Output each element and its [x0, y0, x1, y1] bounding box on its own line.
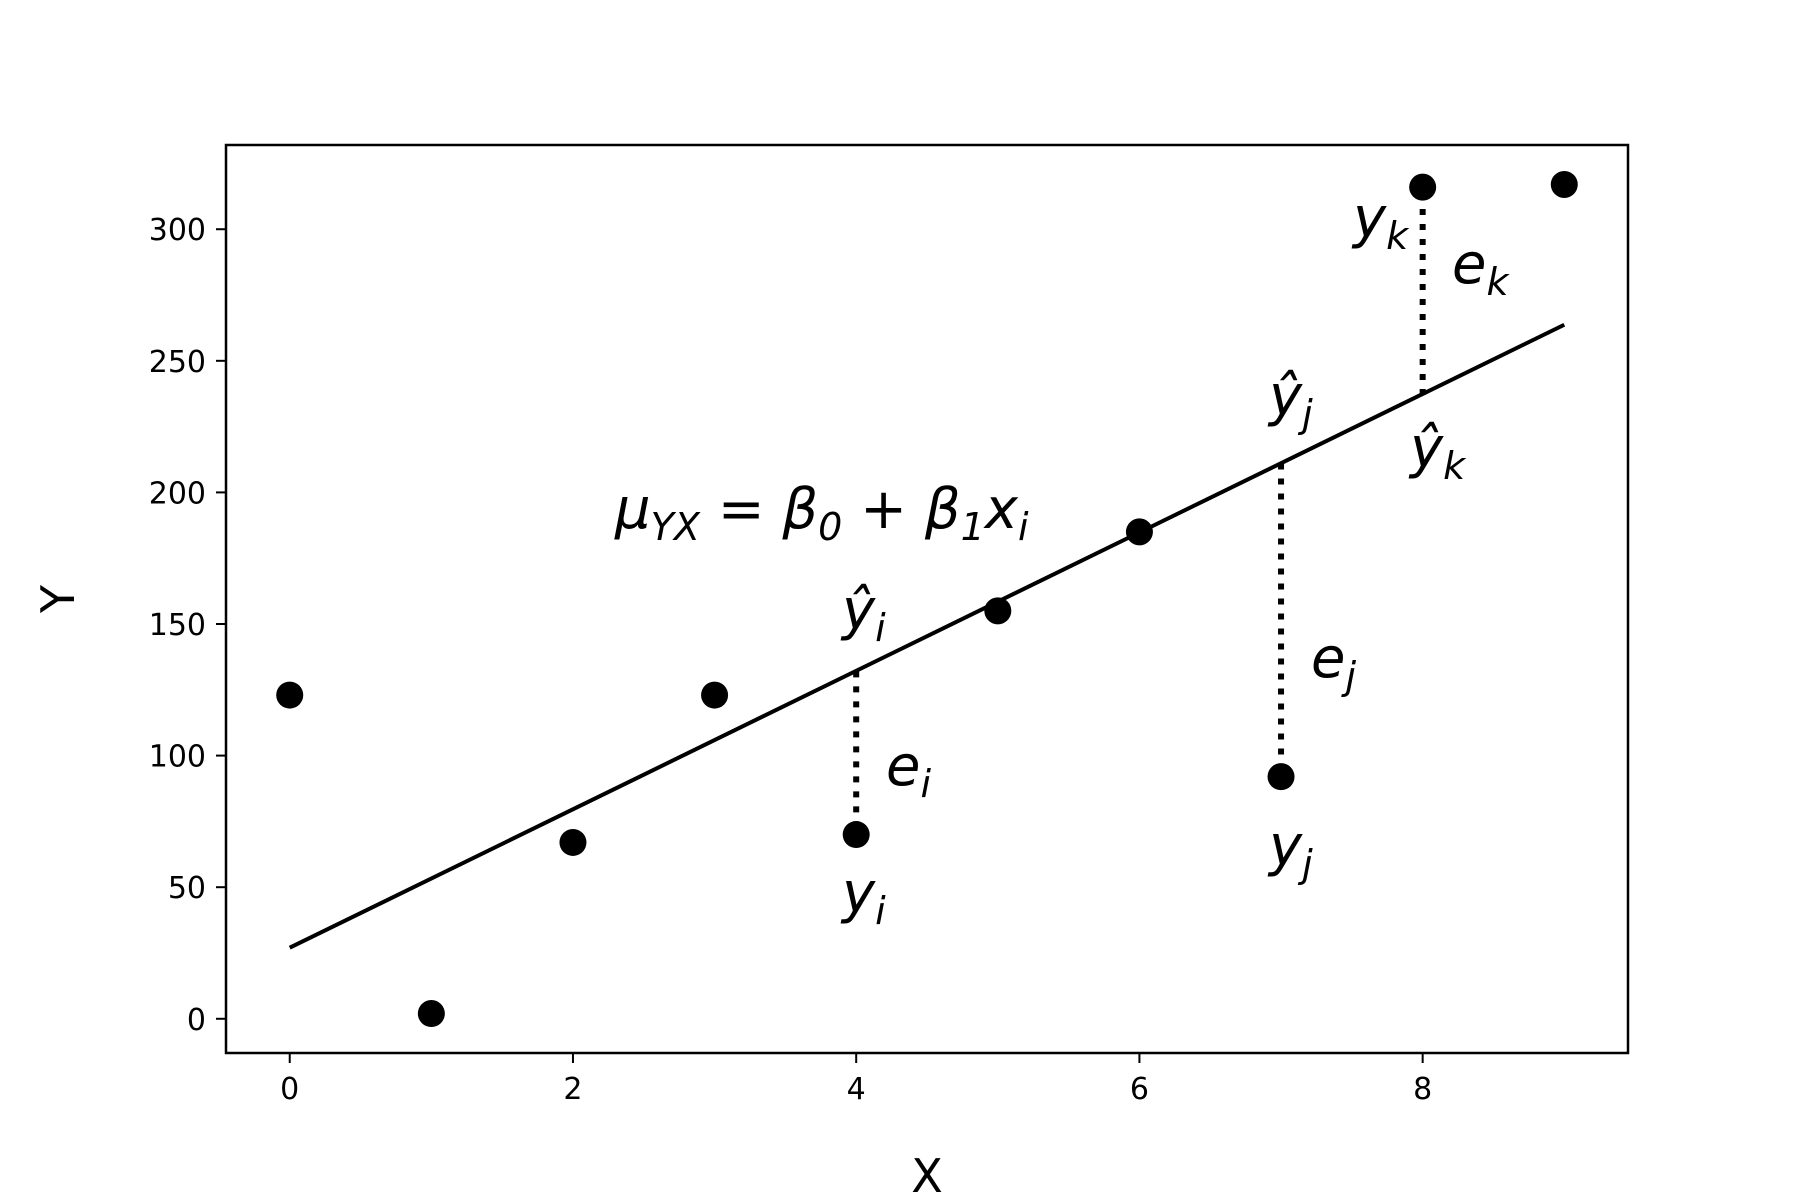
- equation-part: + β: [842, 477, 960, 542]
- data-point: [1125, 518, 1153, 546]
- data-point: [417, 1000, 445, 1028]
- equation-part: 1: [961, 505, 985, 549]
- label-base: e: [1452, 232, 1486, 297]
- label-y-j: yj: [1267, 814, 1313, 886]
- y-tick-label: 50: [168, 871, 206, 906]
- label-yhat-k: ŷk: [1408, 416, 1467, 488]
- label-base: y: [840, 861, 876, 926]
- label-yhat-j: ŷj: [1267, 364, 1313, 436]
- data-point: [1550, 170, 1578, 198]
- y-tick-label: 250: [149, 345, 206, 380]
- label-base: ŷ: [1267, 364, 1303, 429]
- label-subscript: i: [875, 606, 886, 650]
- equation-part: YX: [651, 505, 701, 549]
- y-tick-label: 100: [149, 740, 206, 775]
- label-e-k: ek: [1452, 232, 1510, 304]
- equation-part: i: [1018, 505, 1029, 549]
- equation-part: μ: [614, 477, 651, 542]
- label-base: e: [886, 734, 920, 799]
- axes-frame: [224, 143, 1630, 1055]
- data-point: [1409, 173, 1437, 201]
- label-y-k: yk: [1351, 186, 1410, 258]
- label-base: e: [1311, 626, 1345, 691]
- label-subscript: k: [1443, 444, 1467, 488]
- label-yhat-i: ŷi: [840, 578, 886, 650]
- y-tick-label: 0: [187, 1003, 206, 1038]
- regression-equation: μYX = β0 + β1xi: [614, 477, 1029, 549]
- x-tick-label: 4: [847, 1072, 866, 1107]
- label-base: y: [1351, 186, 1387, 251]
- data-point: [701, 681, 729, 709]
- x-tick-label: 6: [1130, 1072, 1149, 1107]
- label-base: y: [1267, 814, 1303, 879]
- x-tick-label: 8: [1413, 1072, 1432, 1107]
- label-e-j: ej: [1311, 626, 1356, 698]
- label-subscript: i: [920, 762, 931, 806]
- regression-line: [288, 322, 1566, 950]
- y-axis-label: Y: [31, 584, 85, 614]
- label-subscript: i: [875, 889, 886, 933]
- x-tick-label: 2: [563, 1072, 582, 1107]
- x-tick-label: 0: [280, 1072, 299, 1107]
- label-e-i: ei: [886, 734, 931, 806]
- data-point: [1267, 763, 1295, 791]
- data-point: [276, 681, 304, 709]
- label-subscript: k: [1386, 214, 1410, 258]
- y-tick-label: 300: [149, 213, 206, 248]
- data-point: [984, 597, 1012, 625]
- data-point: [559, 828, 587, 856]
- equation-part: 0: [818, 505, 842, 549]
- label-base: ŷ: [1408, 416, 1444, 481]
- y-tick-label: 200: [149, 476, 206, 511]
- label-subscript: k: [1486, 260, 1510, 304]
- x-axis-label: X: [911, 1149, 943, 1200]
- y-tick-label: 150: [149, 608, 206, 643]
- label-y-i: yi: [840, 861, 886, 933]
- equation-part: = β: [700, 477, 818, 542]
- equation-part: x: [983, 477, 1019, 542]
- data-point: [842, 821, 870, 849]
- label-base: ŷ: [840, 578, 876, 643]
